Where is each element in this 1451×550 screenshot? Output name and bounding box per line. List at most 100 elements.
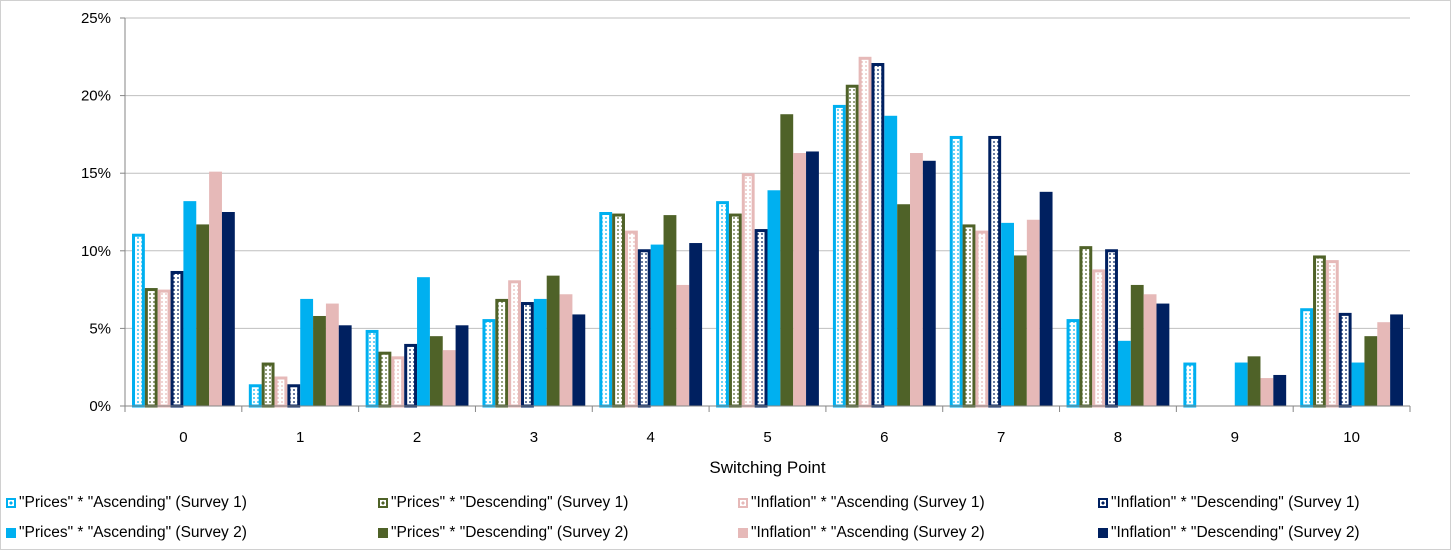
legend-label: "Inflation" * "Ascending (Survey 1) (751, 494, 985, 511)
legend-swatch (6, 528, 16, 538)
x-tick-label: 5 (763, 429, 771, 446)
bar-series-2-cat-5 (728, 213, 742, 408)
legend-swatch (378, 528, 388, 538)
bar-series-2-cat-0 (144, 288, 158, 408)
legend-item-6: "Prices" * "Descending" (Survey 2) (378, 524, 628, 542)
legend-label: "Inflation" * "Ascending (Survey 2) (751, 524, 985, 541)
bar-series-5-cat-6 (884, 115, 898, 406)
bar-series-1-cat-10 (1300, 308, 1314, 408)
bar-series-1-cat-7 (949, 135, 963, 408)
bar-series-1-cat-8 (1066, 319, 1080, 408)
bar-series-8-cat-8 (1156, 303, 1170, 406)
y-tick-label: 20% (81, 88, 111, 105)
legend-swatch (378, 498, 388, 508)
legend-label: "Prices" * "Descending" (Survey 1) (391, 494, 629, 511)
x-tick-label: 1 (296, 429, 304, 446)
bar-series-6-cat-4 (663, 215, 677, 406)
bar-series-8-cat-1 (338, 325, 352, 406)
bar-series-4-cat-5 (754, 229, 768, 408)
bar-series-5-cat-0 (183, 201, 197, 406)
bar-series-4-cat-2 (404, 343, 418, 408)
bar-series-2-cat-10 (1313, 255, 1326, 408)
y-tick-label: 5% (89, 320, 111, 337)
bar-series-7-cat-1 (325, 303, 339, 406)
bar-series-4-cat-8 (1105, 249, 1118, 408)
x-tick-label: 8 (1114, 429, 1122, 446)
bar-series-2-cat-2 (378, 351, 392, 408)
bar-series-7-cat-8 (1143, 294, 1157, 406)
bar-series-1-cat-9 (1183, 362, 1197, 408)
bar-series-7-cat-4 (676, 284, 690, 406)
bar-series-7-cat-7 (1026, 219, 1040, 406)
bar-series-5-cat-1 (300, 298, 314, 406)
bar-series-3-cat-2 (391, 356, 405, 408)
x-tick-label: 2 (413, 429, 421, 446)
bar-series-5-cat-3 (533, 298, 547, 406)
bar-series-3-cat-0 (157, 289, 171, 408)
bar-series-7-cat-6 (910, 153, 923, 406)
y-tick-label: 25% (81, 10, 111, 27)
bar-series-8-cat-4 (689, 243, 703, 406)
bar-series-8-cat-3 (572, 314, 586, 406)
x-tick-label: 6 (880, 429, 888, 446)
bar-series-1-cat-0 (132, 233, 145, 408)
bar-series-8-cat-2 (455, 325, 469, 406)
legend-swatch (738, 528, 748, 538)
legend-item-1: "Prices" * "Ascending" (Survey 1) (6, 494, 247, 512)
legend-label: "Prices" * "Ascending" (Survey 1) (19, 494, 247, 511)
bar-series-7-cat-9 (1260, 378, 1274, 406)
bar-series-8-cat-5 (806, 151, 819, 406)
bar-series-3-cat-1 (274, 376, 288, 408)
legend-swatch (1098, 498, 1108, 508)
bar-series-2-cat-3 (495, 298, 509, 408)
bar-series-6-cat-9 (1247, 356, 1261, 406)
bar-series-5-cat-4 (650, 244, 664, 406)
legend-label: "Prices" * "Ascending" (Survey 2) (19, 524, 247, 541)
bar-series-3-cat-8 (1092, 269, 1106, 408)
bar-series-4-cat-10 (1338, 312, 1352, 408)
bar-series-6-cat-6 (897, 204, 911, 406)
bar-series-3-cat-5 (741, 173, 755, 408)
x-tick-label: 9 (1231, 429, 1239, 446)
x-tick-label: 0 (179, 429, 187, 446)
bar-series-7-cat-3 (559, 294, 573, 406)
bar-series-6-cat-7 (1013, 255, 1027, 406)
bar-series-2-cat-1 (261, 362, 275, 408)
legend-label: "Prices" * "Descending" (Survey 2) (391, 524, 629, 541)
bar-series-3-cat-10 (1325, 260, 1339, 408)
bar-series-6-cat-2 (429, 336, 443, 406)
legend-item-7: "Inflation" * "Ascending (Survey 2) (738, 524, 985, 542)
legend-label: "Inflation" * "Descending" (Survey 1) (1111, 494, 1360, 511)
bar-series-3-cat-6 (858, 56, 872, 408)
bar-series-1-cat-2 (365, 329, 379, 408)
bar-series-8-cat-6 (922, 160, 936, 406)
bar-series-1-cat-1 (248, 384, 262, 408)
bar-series-2-cat-8 (1079, 246, 1093, 408)
legend-item-8: "Inflation" * "Descending" (Survey 2) (1098, 524, 1360, 542)
x-tick-label: 3 (530, 429, 538, 446)
x-tick-label: 4 (647, 429, 655, 446)
bar-series-1-cat-4 (599, 212, 613, 408)
bar-chart: 0% 5% 10% 15% 20% 25% 0 1 2 3 4 5 6 7 8 9 10 Switching … (81, 10, 1411, 477)
bar-series-4-cat-0 (170, 270, 184, 408)
bar-series-2-cat-4 (612, 213, 625, 408)
legend-item-5: "Prices" * "Ascending" (Survey 2) (6, 524, 247, 542)
legend-label: "Inflation" * "Descending" (Survey 2) (1111, 524, 1360, 541)
bar-series-5-cat-8 (1117, 340, 1131, 406)
legend-swatch (738, 498, 748, 508)
bar-series-3-cat-4 (624, 230, 638, 408)
y-tick-label: 10% (81, 243, 111, 260)
legend: "Prices" * "Ascending" (Survey 1) "Prices… (0, 488, 1451, 550)
bar-series-6-cat-0 (196, 224, 210, 406)
bar-series-5-cat-10 (1351, 362, 1365, 406)
bar-series-7-cat-5 (793, 153, 807, 406)
bar-series-3-cat-3 (508, 280, 522, 408)
legend-item-2: "Prices" * "Descending" (Survey 1) (378, 494, 628, 512)
y-tick-label: 15% (81, 165, 111, 182)
bar-series-4-cat-1 (287, 384, 301, 408)
bar-series-6-cat-8 (1130, 284, 1144, 406)
axes (120, 17, 1411, 412)
y-axis-tick-labels: 0% 5% 10% 15% 20% 25% (81, 10, 111, 415)
bar-series-7-cat-10 (1377, 322, 1391, 406)
bar-series-8-cat-7 (1039, 191, 1053, 406)
